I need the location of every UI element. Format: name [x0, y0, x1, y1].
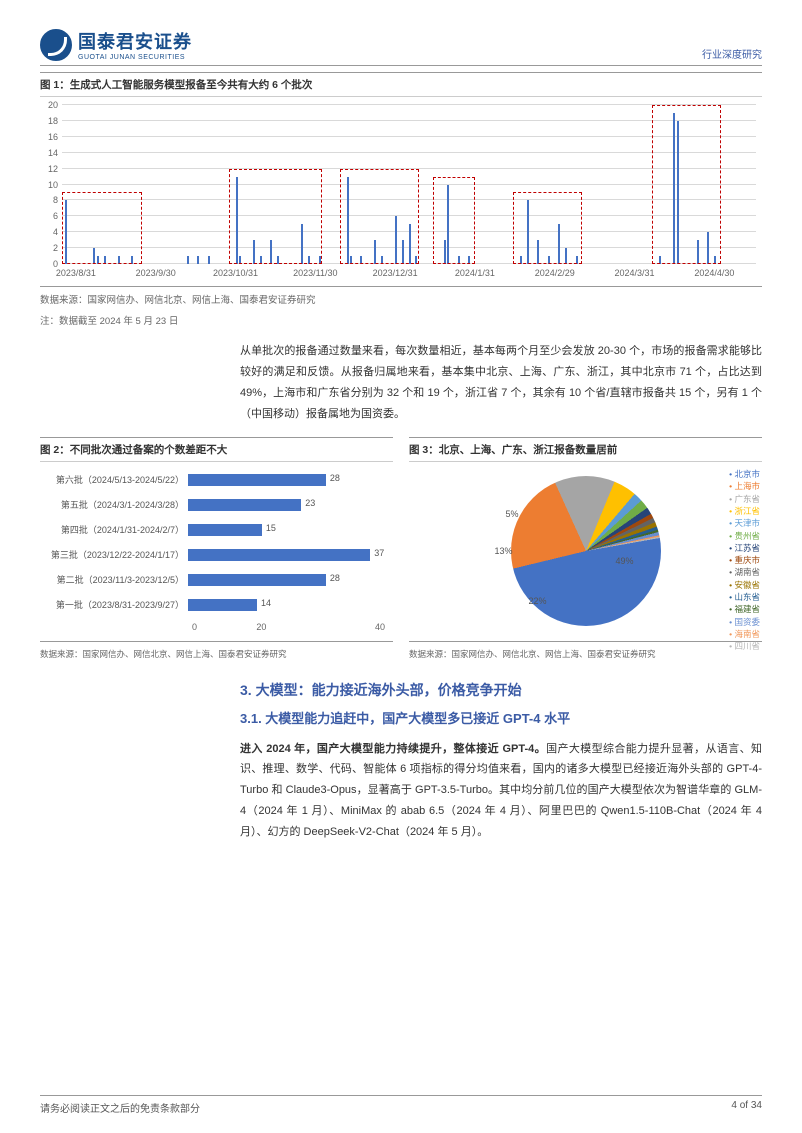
- fig3-source: 数据来源：国家网信办、网信北京、网信上海、国泰君安证券研究: [409, 648, 762, 662]
- fig1-source: 数据来源：国家网信办、网信北京、网信上海、国泰君安证券研究: [40, 293, 762, 308]
- fig2-source: 数据来源：国家网信办、网信北京、网信上海、国泰君安证券研究: [40, 648, 393, 662]
- paragraph-1: 从单批次的报备通过数量来看，每次数量相近，基本每两个月至少会发放 20-30 个…: [240, 341, 762, 425]
- fig3-chart: 49%22%13%5% • 北京市• 上海市• 广东省• 浙江省• 天津市• 贵…: [409, 462, 762, 642]
- footer-disclaimer: 请务必阅读正文之后的免责条款部分: [40, 1100, 200, 1115]
- page-header: 国泰君安证券 GUOTAI JUNAN SECURITIES 行业深度研究: [40, 28, 762, 66]
- paragraph-2: 进入 2024 年，国产大模型能力持续提升，整体接近 GPT-4。国产大模型综合…: [240, 739, 762, 843]
- logo-cn: 国泰君安证券: [78, 28, 192, 54]
- header-subtitle: 行业深度研究: [702, 46, 762, 61]
- footer-page-num: 4 of 34: [731, 1100, 762, 1115]
- fig3-title: 图 3：北京、上海、广东、浙江报备数量居前: [409, 437, 762, 462]
- pie-legend: • 北京市• 上海市• 广东省• 浙江省• 天津市• 贵州省• 江苏省• 重庆市…: [729, 468, 760, 653]
- section-3-heading: 3. 大模型：能力接近海外头部，价格竞争开始: [240, 680, 762, 700]
- logo-icon: [40, 29, 72, 61]
- fig1-title: 图 1：生成式人工智能服务模型报备至今共有大约 6 个批次: [40, 72, 762, 97]
- logo: 国泰君安证券 GUOTAI JUNAN SECURITIES: [40, 28, 192, 61]
- page-footer: 请务必阅读正文之后的免责条款部分 4 of 34: [40, 1095, 762, 1115]
- paragraph-2-rest: 国产大模型综合能力提升显著，从语言、知识、推理、数学、代码、智能体 6 项指标的…: [240, 743, 762, 839]
- section-3-1-heading: 3.1. 大模型能力追赶中，国产大模型多已接近 GPT-4 水平: [240, 708, 762, 727]
- paragraph-2-bold: 进入 2024 年，国产大模型能力持续提升，整体接近 GPT-4。: [240, 743, 546, 755]
- fig1-chart: 02468101214161820 2023/8/312023/9/302023…: [40, 97, 762, 287]
- fig2-chart: 第六批（2024/5/13-2024/5/22）28第五批（2024/3/1-2…: [40, 462, 393, 642]
- logo-en: GUOTAI JUNAN SECURITIES: [78, 54, 192, 61]
- fig2-title: 图 2：不同批次通过备案的个数差距不大: [40, 437, 393, 462]
- fig1-note: 注：数据截至 2024 年 5 月 23 日: [40, 314, 762, 329]
